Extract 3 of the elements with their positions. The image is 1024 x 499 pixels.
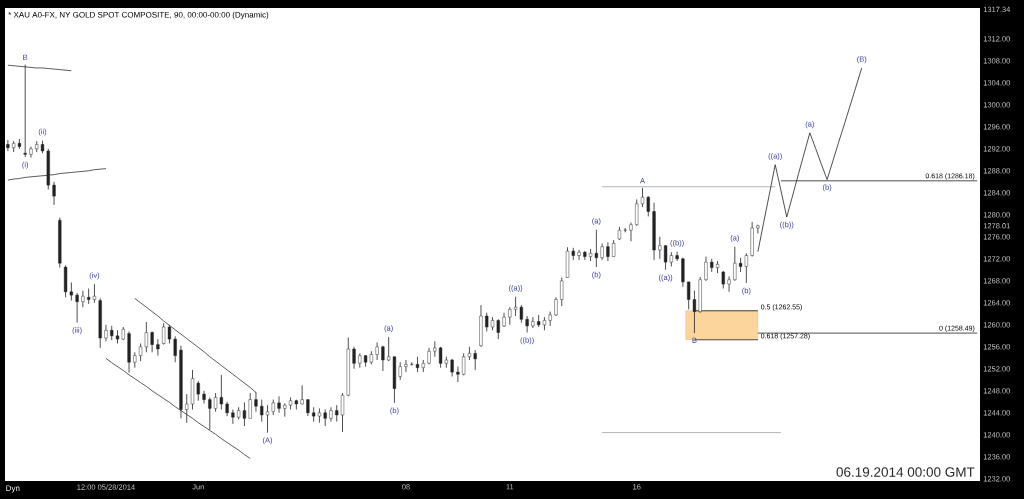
chart-title: * XAU A0-FX, NY GOLD SPOT COMPOSITE, 90, 00:00-00:00 (Dynamic) [8,11,269,20]
text: Dyn [6,485,20,493]
annotation: 06.19.2014 00:00 GMT [836,467,975,477]
